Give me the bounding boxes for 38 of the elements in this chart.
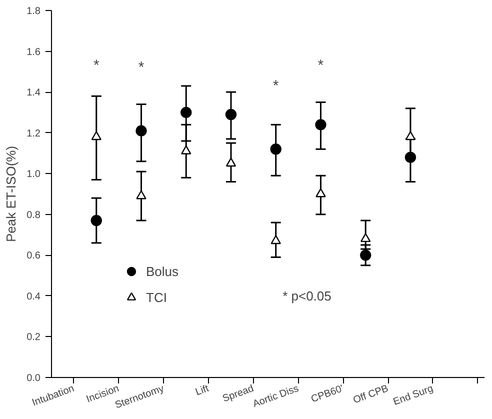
point: [315, 119, 326, 130]
point: [136, 190, 146, 200]
annotation: * p<0.05: [282, 288, 332, 304]
y-tick-label: 0.8: [26, 210, 41, 221]
point: [226, 158, 236, 167]
point: [316, 188, 326, 198]
legend-label: Bolus: [146, 264, 179, 278]
y-tick-label: 0.0: [26, 373, 41, 384]
point: [360, 250, 372, 261]
point: [181, 145, 192, 154]
annotation: *: [272, 77, 279, 94]
y-tick-label: 0.6: [26, 250, 41, 262]
y-tick-label: 0.2: [26, 332, 41, 344]
point: [405, 131, 416, 140]
y-tick-label: 1.8: [26, 6, 41, 17]
x-tick-label: Off CPB: [352, 383, 390, 406]
point: [90, 214, 102, 226]
x-tick-label: End Surg: [392, 383, 435, 408]
annotation: *: [138, 59, 144, 76]
point: [404, 152, 416, 163]
legend-label: TCI: [146, 290, 167, 304]
point: [225, 108, 237, 120]
annotation: *: [318, 57, 324, 74]
x-tick-label: Lift: [194, 383, 211, 398]
point: [360, 233, 371, 242]
y-tick-label: 1.6: [26, 46, 41, 58]
point: [91, 131, 102, 140]
x-tick-label: CPB60': [310, 383, 346, 406]
point: [180, 106, 192, 118]
point: [270, 144, 282, 155]
y-tick-label: 1.0: [26, 169, 41, 180]
y-tick-label: 1.2: [26, 128, 41, 140]
annotation: *: [93, 57, 100, 74]
point: [136, 125, 147, 136]
y-tick-label: 0.4: [26, 291, 41, 302]
point: [270, 235, 281, 244]
y-tick-label: 1.4: [26, 88, 41, 99]
y-axis-title: Peak ET-ISO(%): [4, 146, 19, 242]
